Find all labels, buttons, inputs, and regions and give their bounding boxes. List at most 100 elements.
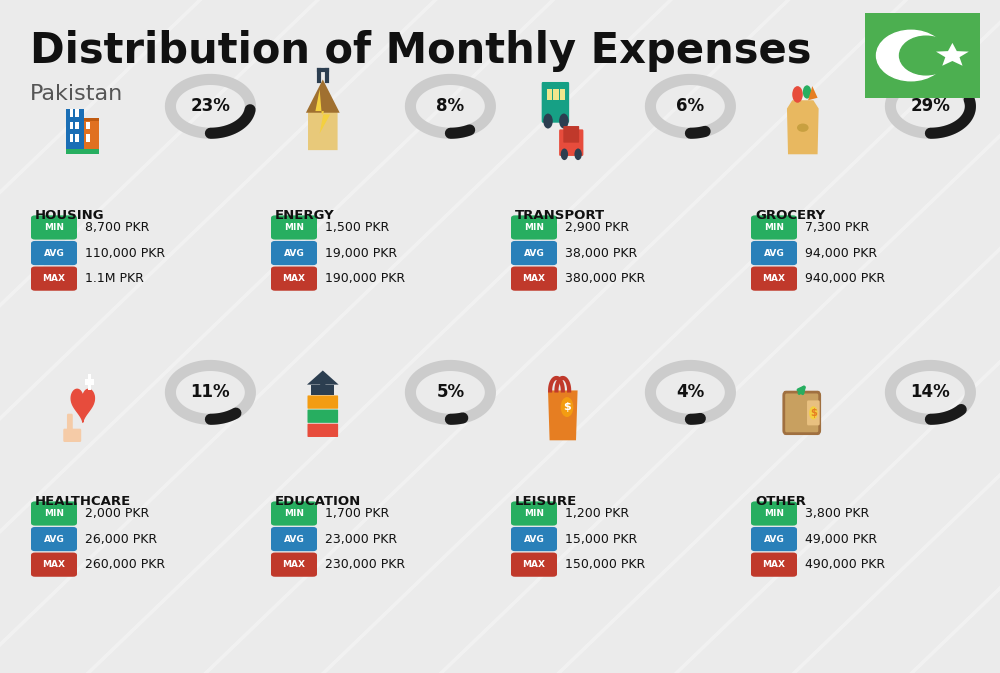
Text: 19,000 PKR: 19,000 PKR — [325, 246, 397, 260]
Text: 15,000 PKR: 15,000 PKR — [565, 532, 637, 546]
FancyBboxPatch shape — [70, 135, 73, 142]
Text: 6%: 6% — [676, 98, 704, 115]
Ellipse shape — [797, 124, 809, 132]
Circle shape — [803, 85, 811, 99]
FancyBboxPatch shape — [751, 215, 797, 240]
Text: MAX: MAX — [42, 560, 66, 569]
Text: 260,000 PKR: 260,000 PKR — [85, 558, 165, 571]
Text: 190,000 PKR: 190,000 PKR — [325, 272, 405, 285]
FancyBboxPatch shape — [547, 90, 552, 100]
FancyBboxPatch shape — [86, 122, 90, 129]
Text: 7,300 PKR: 7,300 PKR — [805, 221, 869, 234]
Text: GROCERY: GROCERY — [755, 209, 825, 221]
FancyBboxPatch shape — [311, 385, 334, 394]
FancyBboxPatch shape — [751, 241, 797, 265]
FancyBboxPatch shape — [85, 379, 94, 386]
FancyBboxPatch shape — [75, 135, 79, 142]
Polygon shape — [71, 389, 94, 423]
FancyBboxPatch shape — [75, 110, 79, 117]
FancyBboxPatch shape — [559, 129, 583, 156]
Text: AVG: AVG — [284, 248, 304, 258]
Text: MAX: MAX — [283, 560, 306, 569]
Polygon shape — [308, 83, 338, 150]
Text: 150,000 PKR: 150,000 PKR — [565, 558, 645, 571]
FancyBboxPatch shape — [862, 11, 983, 100]
Text: MIN: MIN — [44, 223, 64, 232]
Text: MAX: MAX — [42, 274, 66, 283]
FancyBboxPatch shape — [84, 118, 99, 121]
Text: MIN: MIN — [524, 223, 544, 232]
Text: TRANSPORT: TRANSPORT — [515, 209, 605, 221]
Circle shape — [561, 149, 568, 160]
Text: AVG: AVG — [764, 248, 784, 258]
FancyBboxPatch shape — [542, 82, 569, 122]
FancyBboxPatch shape — [560, 90, 565, 100]
Polygon shape — [306, 79, 340, 113]
Text: ENERGY: ENERGY — [275, 209, 335, 221]
Text: 380,000 PKR: 380,000 PKR — [565, 272, 645, 285]
FancyBboxPatch shape — [553, 90, 559, 100]
Text: 110,000 PKR: 110,000 PKR — [85, 246, 165, 260]
FancyBboxPatch shape — [31, 501, 77, 526]
FancyBboxPatch shape — [307, 410, 338, 423]
FancyBboxPatch shape — [511, 501, 557, 526]
FancyBboxPatch shape — [271, 215, 317, 240]
FancyBboxPatch shape — [511, 527, 557, 551]
Text: MAX: MAX — [283, 274, 306, 283]
Text: 5%: 5% — [436, 384, 464, 401]
FancyBboxPatch shape — [511, 267, 557, 291]
FancyBboxPatch shape — [511, 215, 557, 240]
Text: 23%: 23% — [190, 98, 230, 115]
Text: Distribution of Monthly Expenses: Distribution of Monthly Expenses — [30, 30, 812, 72]
Text: HOUSING: HOUSING — [35, 209, 105, 221]
Text: OTHER: OTHER — [755, 495, 806, 507]
Text: AVG: AVG — [764, 534, 784, 544]
Circle shape — [792, 86, 803, 103]
Polygon shape — [548, 390, 578, 440]
Text: AVG: AVG — [284, 534, 304, 544]
Text: 94,000 PKR: 94,000 PKR — [805, 246, 877, 260]
Circle shape — [574, 149, 582, 160]
Text: 1,500 PKR: 1,500 PKR — [325, 221, 389, 234]
FancyBboxPatch shape — [63, 429, 81, 442]
FancyBboxPatch shape — [751, 553, 797, 577]
Text: 940,000 PKR: 940,000 PKR — [805, 272, 885, 285]
FancyBboxPatch shape — [66, 108, 84, 154]
FancyBboxPatch shape — [751, 501, 797, 526]
Text: 4%: 4% — [676, 384, 705, 401]
FancyBboxPatch shape — [271, 241, 317, 265]
FancyBboxPatch shape — [70, 122, 73, 129]
FancyBboxPatch shape — [31, 241, 77, 265]
Text: 49,000 PKR: 49,000 PKR — [805, 532, 877, 546]
Circle shape — [543, 114, 553, 129]
FancyBboxPatch shape — [307, 424, 338, 437]
Text: 14%: 14% — [911, 384, 950, 401]
Text: MIN: MIN — [284, 509, 304, 518]
Text: MIN: MIN — [764, 223, 784, 232]
FancyBboxPatch shape — [70, 110, 73, 117]
Text: HEALTHCARE: HEALTHCARE — [35, 495, 131, 507]
FancyBboxPatch shape — [31, 267, 77, 291]
FancyBboxPatch shape — [807, 400, 820, 425]
Text: 3,800 PKR: 3,800 PKR — [805, 507, 869, 520]
Circle shape — [809, 406, 818, 419]
Circle shape — [876, 30, 946, 81]
Text: 38,000 PKR: 38,000 PKR — [565, 246, 637, 260]
Polygon shape — [936, 43, 969, 66]
Text: AVG: AVG — [44, 248, 64, 258]
Text: 1.1M PKR: 1.1M PKR — [85, 272, 144, 285]
FancyBboxPatch shape — [307, 396, 338, 409]
Polygon shape — [315, 90, 330, 133]
Text: MAX: MAX — [763, 560, 786, 569]
Polygon shape — [787, 100, 819, 154]
FancyBboxPatch shape — [511, 241, 557, 265]
Text: MIN: MIN — [44, 509, 64, 518]
FancyBboxPatch shape — [271, 267, 317, 291]
Text: EDUCATION: EDUCATION — [275, 495, 361, 507]
Text: 1,700 PKR: 1,700 PKR — [325, 507, 389, 520]
Text: 11%: 11% — [191, 384, 230, 401]
FancyBboxPatch shape — [86, 135, 90, 142]
FancyBboxPatch shape — [271, 501, 317, 526]
Text: LEISURE: LEISURE — [515, 495, 577, 507]
Text: 1,200 PKR: 1,200 PKR — [565, 507, 629, 520]
